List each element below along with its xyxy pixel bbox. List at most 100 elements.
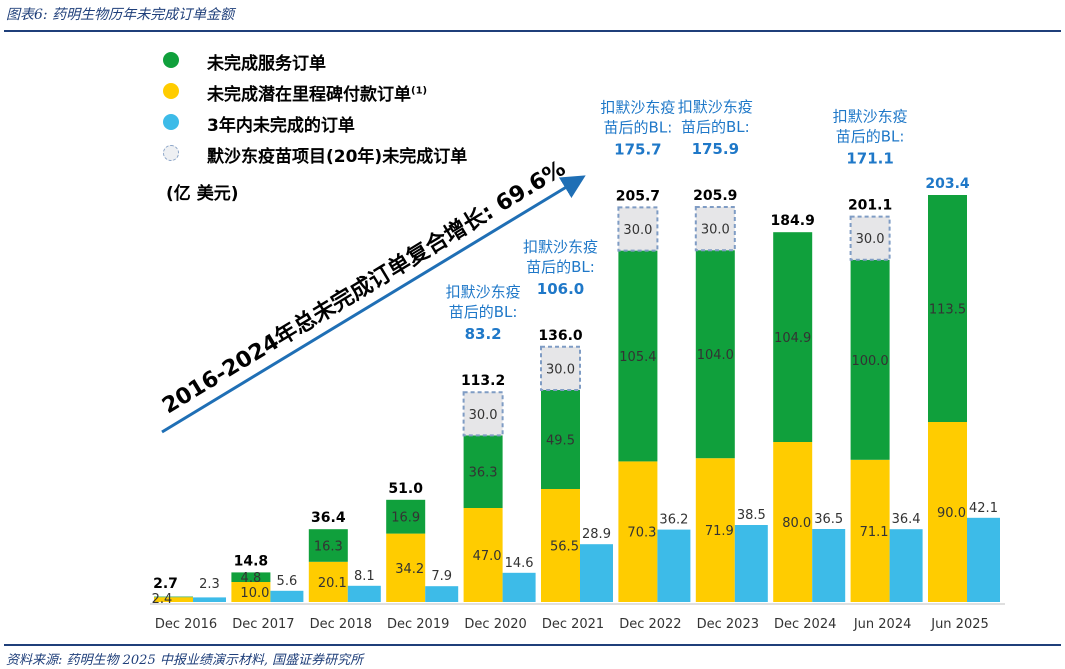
- legend-milestone-label: 未完成潜在里程碑付款订单: [207, 85, 411, 105]
- bar-milestone-9: [850, 459, 890, 602]
- bar-milestone-10: [928, 422, 967, 602]
- after-merck-line1-7: 扣默沙东疫: [678, 98, 753, 116]
- x-tick-5: Dec 2021: [542, 617, 604, 632]
- after-merck-line2-9: 苗后的BL:: [836, 128, 905, 146]
- bar-3yr-4: [502, 572, 536, 602]
- label-merck-5: 30.0: [546, 362, 575, 377]
- unit-label: (亿 美元): [166, 184, 239, 204]
- label-3yr-6: 36.2: [659, 513, 688, 528]
- bar-3yr-6: [657, 529, 691, 602]
- legend-item-milestone: 未完成潜在里程碑付款订单(1): [207, 80, 427, 105]
- label-milestone-8: 80.0: [782, 516, 811, 531]
- label-total-3: 51.0: [388, 481, 423, 497]
- x-tick-10: Jun 2025: [930, 617, 989, 632]
- bar-3yr-10: [967, 517, 1000, 602]
- bar-service-2: [308, 529, 348, 562]
- label-service-7: 104.0: [697, 348, 734, 363]
- label-service-9: 100.0: [851, 354, 888, 369]
- after-merck-line2-4: 苗后的BL:: [449, 303, 518, 321]
- label-3yr-3: 7.9: [431, 569, 452, 584]
- label-milestone-3: 34.2: [395, 562, 424, 577]
- label-total-4: 113.2: [461, 373, 505, 389]
- label-total-8: 184.9: [771, 213, 815, 229]
- after-merck-value-6: 175.7: [614, 140, 661, 158]
- label-service-10: 113.5: [929, 303, 966, 318]
- bar-milestone-8: [773, 442, 813, 602]
- yellow-dot-icon: [163, 83, 179, 99]
- label-milestone-10: 90.0: [937, 506, 966, 521]
- label-milestone-5: 56.5: [550, 540, 579, 555]
- label-milestone-7: 71.9: [705, 524, 734, 539]
- label-service-3: 16.9: [391, 511, 420, 526]
- label-milestone-4: 47.0: [473, 549, 502, 564]
- bar-service-8: [773, 232, 813, 442]
- bar-merck-4: [462, 391, 504, 437]
- bar-service-9: [850, 259, 890, 460]
- label-3yr-5: 28.9: [582, 527, 611, 542]
- label-3yr-1: 5.6: [277, 574, 298, 589]
- after-merck-value-5: 106.0: [537, 280, 584, 298]
- label-service-4: 36.3: [469, 466, 498, 481]
- label-merck-7: 30.0: [701, 223, 730, 238]
- bar-3yr-8: [812, 529, 846, 602]
- label-service-1: 4.8: [241, 571, 262, 586]
- label-total-7: 205.9: [693, 188, 737, 204]
- source-note: 资料来源: 药明生物 2025 中报业绩演示材料, 国盛证券研究所: [6, 653, 364, 668]
- bar-milestone-2: [308, 561, 348, 602]
- label-milestone-1: 10.0: [240, 586, 269, 601]
- after-merck-line2-6: 苗后的BL:: [604, 118, 673, 136]
- bar-3yr-7: [734, 525, 768, 602]
- blue-dot-icon: [163, 114, 179, 130]
- bar-service-7: [695, 250, 735, 459]
- label-merck-4: 30.0: [469, 408, 498, 423]
- bar-milestone-6: [618, 461, 658, 602]
- label-total-9: 201.1: [848, 198, 892, 214]
- bar-milestone-5: [541, 489, 580, 602]
- label-total-2: 36.4: [311, 510, 346, 526]
- legend-item-merck: 默沙东疫苗项目(20年)未完成订单: [207, 147, 468, 167]
- label-total-1: 14.8: [234, 553, 269, 569]
- legend-footnote-mark: (1): [411, 85, 428, 97]
- legend-item-service: 未完成服务订单: [207, 54, 326, 74]
- label-total-0: 2.7: [153, 576, 178, 592]
- label-service-5: 49.5: [546, 434, 575, 449]
- label-milestone-6: 70.3: [627, 526, 656, 541]
- x-tick-0: Dec 2016: [155, 617, 217, 632]
- after-merck-value-9: 171.1: [846, 150, 893, 168]
- green-dot-icon: [163, 52, 179, 68]
- after-merck-value-4: 83.2: [465, 325, 502, 343]
- bar-service-6: [618, 250, 658, 462]
- label-service-6: 105.4: [619, 350, 656, 365]
- label-3yr-8: 36.5: [814, 512, 843, 527]
- label-milestone-9: 71.1: [860, 525, 889, 540]
- after-merck-line1-4: 扣默沙东疫: [446, 283, 521, 301]
- after-merck-line1-9: 扣默沙东疫: [833, 108, 908, 126]
- after-merck-value-7: 175.9: [692, 140, 739, 158]
- label-3yr-2: 8.1: [354, 569, 375, 584]
- bar-service-10: [928, 195, 967, 422]
- bar-3yr-3: [425, 586, 459, 602]
- legend-item-3yr: 3年内未完成的订单: [207, 116, 355, 136]
- bar-service-1: [231, 572, 271, 582]
- after-merck-line2-7: 苗后的BL:: [681, 118, 750, 136]
- after-merck-line2-5: 苗后的BL:: [526, 258, 595, 276]
- x-tick-3: Dec 2019: [387, 617, 449, 632]
- bar-3yr-9: [889, 529, 923, 602]
- x-tick-6: Dec 2022: [619, 617, 681, 632]
- after-merck-line1-6: 扣默沙东疫: [600, 98, 675, 116]
- figure-caption: 图表6: 药明生物历年未完成订单金额: [6, 7, 235, 23]
- bar-service-0: [154, 596, 193, 598]
- bar-merck-5: [540, 345, 581, 391]
- bar-merck-9: [849, 215, 891, 261]
- x-tick-4: Dec 2020: [464, 617, 526, 632]
- label-merck-9: 30.0: [856, 232, 885, 247]
- dashed-gray-dot-icon: [163, 145, 179, 161]
- label-3yr-9: 36.4: [892, 512, 921, 527]
- header-rule: [4, 30, 1061, 32]
- label-merck-6: 30.0: [623, 223, 652, 238]
- bar-milestone-3: [386, 533, 426, 602]
- bar-milestone-0: [154, 597, 193, 602]
- x-tick-2: Dec 2018: [310, 617, 372, 632]
- cagr-arrow: [161, 175, 586, 434]
